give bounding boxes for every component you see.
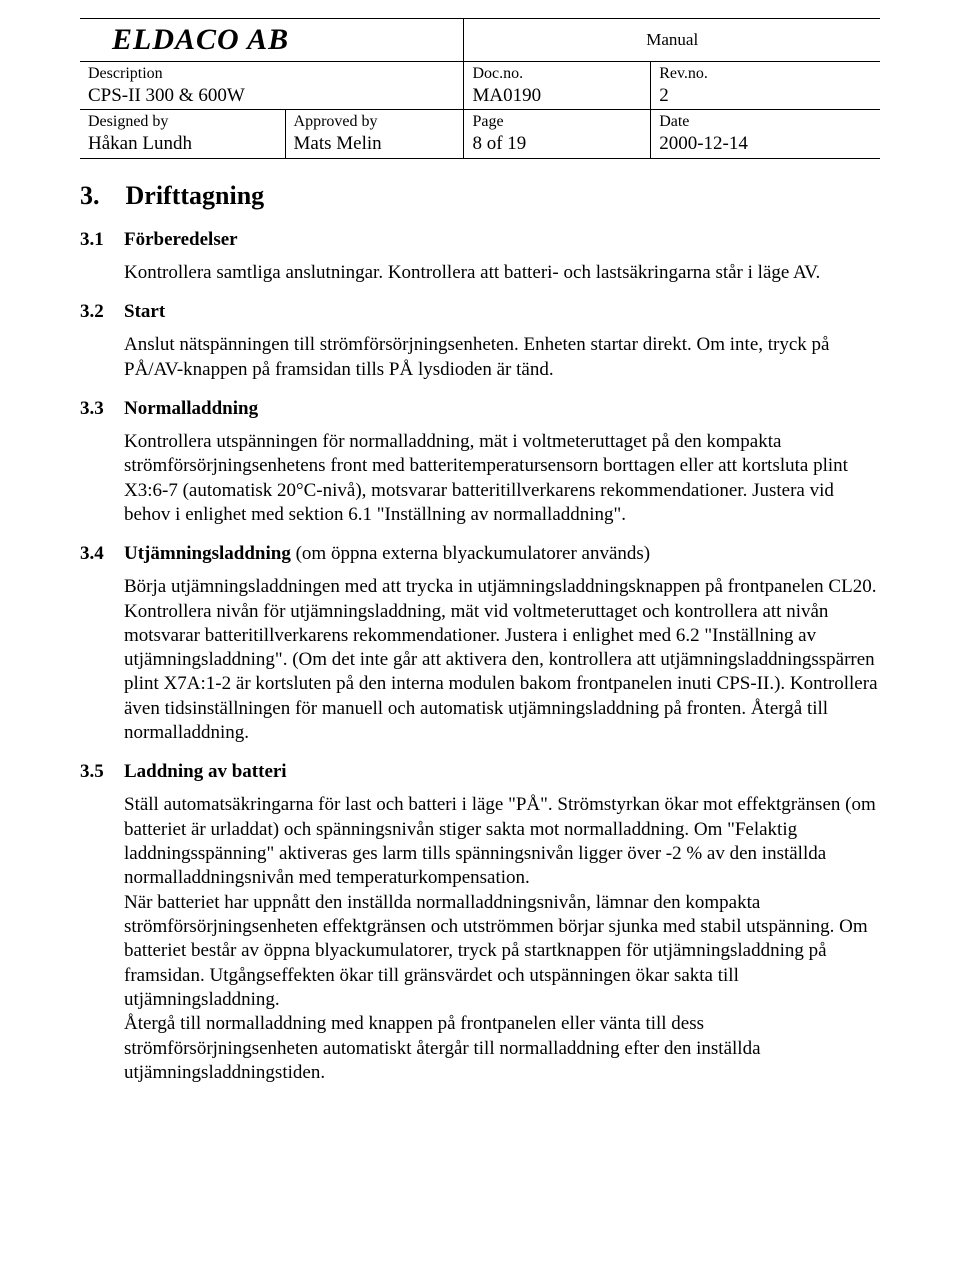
date-label: Date	[659, 112, 872, 132]
title-number: 3.	[80, 181, 100, 210]
section-heading: 3.2 Start	[80, 301, 880, 323]
approvedby-value: Mats Melin	[294, 132, 456, 156]
section-number: 3.3	[80, 398, 124, 420]
section-heading: 3.5 Laddning av batteri	[80, 761, 880, 783]
page-value: 8 of 19	[472, 132, 642, 156]
section-number: 3.5	[80, 761, 124, 783]
page-label: Page	[472, 112, 642, 132]
section-number: 3.2	[80, 301, 124, 323]
section-label: Start	[124, 301, 165, 323]
revno-label: Rev.no.	[659, 64, 872, 84]
section-heading: 3.4 Utjämningsladdning (om öppna externa…	[80, 543, 880, 565]
section-body: Börja utjämningsladdningen med att tryck…	[124, 575, 880, 745]
page-title: 3. Drifttagning	[80, 181, 880, 211]
description-label: Description	[88, 64, 455, 84]
docno-label: Doc.no.	[472, 64, 642, 84]
section-label: Laddning av batteri	[124, 761, 287, 783]
section-body: Kontrollera samtliga anslutningar. Kontr…	[124, 261, 880, 285]
section-heading: 3.3 Normalladdning	[80, 398, 880, 420]
company-name: ELDACO AB	[88, 21, 455, 59]
manual-label: Manual	[464, 19, 880, 62]
revno-value: 2	[659, 84, 872, 108]
section-body: Kontrollera utspänningen för normalladdn…	[124, 430, 880, 527]
section-label: Utjämningsladdning	[124, 543, 291, 564]
designedby-value: Håkan Lundh	[88, 132, 277, 156]
section-number: 3.4	[80, 543, 124, 565]
document-header: ELDACO AB Manual Description CPS-II 300 …	[80, 18, 880, 159]
section-body: Anslut nätspänningen till strömförsörjni…	[124, 333, 880, 382]
section-label: Normalladdning	[124, 398, 258, 420]
approvedby-label: Approved by	[294, 112, 456, 132]
description-value: CPS-II 300 & 600W	[88, 84, 455, 108]
designedby-label: Designed by	[88, 112, 277, 132]
title-text: Drifttagning	[126, 181, 265, 210]
section-heading: 3.1 Förberedelser	[80, 229, 880, 251]
section-label: Förberedelser	[124, 229, 238, 251]
section-label-extra: (om öppna externa blyackumulatorer använ…	[291, 543, 650, 564]
date-value: 2000-12-14	[659, 132, 872, 156]
section-body: Ställ automatsäkringarna för last och ba…	[124, 793, 880, 1085]
docno-value: MA0190	[472, 84, 642, 108]
section-number: 3.1	[80, 229, 124, 251]
